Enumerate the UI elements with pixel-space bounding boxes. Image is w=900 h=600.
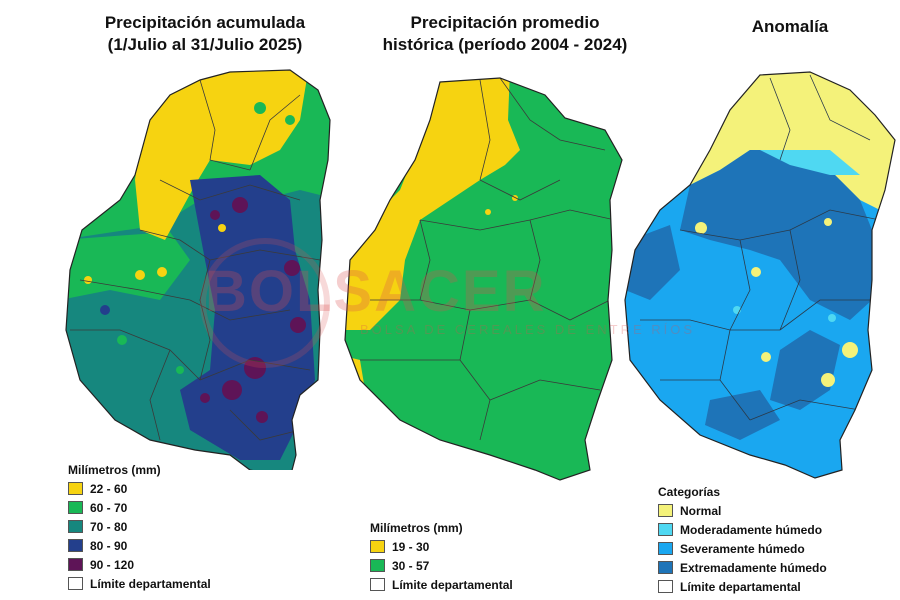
legend-title: Categorías [658, 485, 721, 499]
title-line-1: Precipitación promedio [410, 13, 600, 32]
zone-extremadamente-humedo-south [770, 330, 840, 410]
watermark-logo [200, 238, 330, 368]
province-outline [344, 77, 623, 481]
spot-19-30 [485, 209, 491, 215]
title-line-1: Anomalía [751, 17, 829, 36]
spot-90-120 [256, 411, 268, 423]
spot [285, 115, 295, 125]
legend-label: Límite departamental [392, 577, 513, 592]
department-boundaries [640, 74, 881, 421]
legend-label: 70 - 80 [90, 519, 128, 534]
legend-item: Límite departamental [370, 575, 513, 594]
legend-swatch [370, 559, 385, 572]
panel-anomaly: Anomalía [610, 0, 900, 600]
legend-swatch [68, 520, 83, 533]
spot-60-70 [117, 335, 127, 345]
legend-label: 30 - 57 [392, 558, 430, 573]
legend-item: Normal [658, 501, 827, 520]
legend-label: Moderadamente húmedo [680, 522, 823, 537]
legend-swatch [658, 561, 673, 574]
legend-swatch [68, 539, 83, 552]
spot-90-120 [200, 393, 210, 403]
spot-normal [824, 218, 832, 226]
map-historical [344, 77, 623, 481]
zone-60-70-west [66, 232, 190, 300]
legend-item: Moderadamente húmedo [658, 520, 827, 539]
legend-swatch [658, 504, 673, 517]
title-line-1: Precipitación acumulada [104, 13, 306, 32]
legend-swatch [370, 578, 385, 591]
legend-swatch [68, 558, 83, 571]
zone-moderadamente-humedo [760, 150, 860, 175]
title-line-2: (1/Julio al 31/Julio 2025) [107, 35, 303, 54]
zone-22-60 [135, 70, 310, 240]
legend-anomaly: Categorías Normal Moderadamente húmedo S… [658, 485, 827, 596]
panel-historical: Precipitación promedio histórica (períod… [330, 0, 630, 600]
legend-item: 22 - 60 [68, 479, 211, 498]
spot-90-120 [210, 210, 220, 220]
legend-item: Límite departamental [68, 574, 211, 593]
zone-extremadamente-humedo-sw [705, 390, 780, 440]
watermark-text: BOLSACER [205, 259, 547, 324]
legend-label: Normal [680, 503, 722, 518]
legend-item: 90 - 120 [68, 555, 211, 574]
spot-60-70 [176, 366, 184, 374]
legend-swatch [68, 482, 83, 495]
legend-swatch [658, 580, 673, 593]
map-anomaly [624, 71, 896, 479]
spot-normal [751, 267, 761, 277]
legend-item: Límite departamental [658, 577, 827, 596]
spot-90-120 [222, 380, 242, 400]
legend-label: 60 - 70 [90, 500, 128, 515]
spot-normal [761, 352, 771, 362]
legend-label: 90 - 120 [90, 557, 135, 572]
legend-item: Severamente húmedo [658, 539, 827, 558]
legend-swatch [68, 501, 83, 514]
legend-label: Límite departamental [680, 579, 801, 594]
legend-item: 80 - 90 [68, 536, 211, 555]
title-line-2: histórica (período 2004 - 2024) [382, 35, 628, 54]
legend-item: 70 - 80 [68, 517, 211, 536]
legend-label: Severamente húmedo [680, 541, 805, 556]
spot-19-30 [512, 195, 518, 201]
legend-item: Extremadamente húmedo [658, 558, 827, 577]
legend-title: Milímetros (mm) [370, 521, 463, 535]
spot-22-60 [218, 224, 226, 232]
legend-label: 80 - 90 [90, 538, 128, 553]
spot-80-90 [100, 305, 110, 315]
panel-title: Anomalía [710, 16, 870, 38]
legend-swatch [68, 577, 83, 590]
province-outline [624, 71, 896, 479]
legend-item: 19 - 30 [370, 537, 513, 556]
spot-22-60 [84, 276, 92, 284]
panel-title: Precipitación promedio histórica (períod… [375, 12, 635, 56]
zone-19-30 [345, 78, 520, 330]
legend-accumulated: Milímetros (mm) 22 - 60 60 - 70 70 - 80 … [68, 463, 211, 593]
legend-swatch [658, 523, 673, 536]
watermark-subtext: BOLSA DE CEREALES DE ENTRE RÍOS [360, 322, 696, 337]
legend-label: 22 - 60 [90, 481, 128, 496]
map-accumulated [65, 69, 331, 470]
legend-swatch [658, 542, 673, 555]
spot-normal [821, 373, 835, 387]
legend-item: 60 - 70 [68, 498, 211, 517]
legend-label: Extremadamente húmedo [680, 560, 827, 575]
spot-22-60 [157, 267, 167, 277]
province-outline [65, 69, 331, 470]
spot-moderado [828, 314, 836, 322]
legend-title: Milímetros (mm) [68, 463, 161, 477]
spot-22-60 [135, 270, 145, 280]
panel-title: Precipitación acumulada (1/Julio al 31/J… [70, 12, 340, 56]
spot-90-120 [232, 197, 248, 213]
zone-extremadamente-humedo [680, 150, 872, 320]
legend-label: Límite departamental [90, 576, 211, 591]
spot-normal [842, 342, 858, 358]
spot [254, 102, 266, 114]
legend-swatch [370, 540, 385, 553]
legend-historical: Milímetros (mm) 19 - 30 30 - 57 Límite d… [370, 521, 513, 594]
spot-normal [695, 222, 707, 234]
department-boundaries [360, 78, 616, 441]
legend-item: 30 - 57 [370, 556, 513, 575]
legend-label: 19 - 30 [392, 539, 430, 554]
